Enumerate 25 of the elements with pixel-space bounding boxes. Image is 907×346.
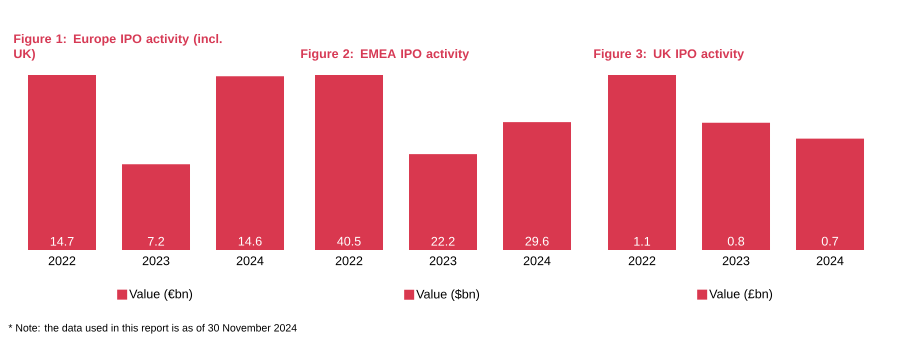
data-label: 0.8 bbox=[728, 236, 744, 246]
x-tick-label: 2023 bbox=[430, 256, 456, 266]
x-tick-label: 2024 bbox=[816, 256, 844, 266]
data-label: 14.7 bbox=[50, 237, 74, 246]
legend-label: Value (€bn) bbox=[129, 289, 192, 301]
x-tick-label: 2023 bbox=[142, 256, 170, 266]
x-tick-label: 2022 bbox=[48, 256, 76, 266]
text: * Note: the data used in this report is as of 30 November 2024 bbox=[8, 324, 297, 334]
data-label: 40.5 bbox=[337, 236, 361, 246]
data-label: 29.6 bbox=[525, 236, 549, 246]
x-tick-label: 2024 bbox=[236, 256, 264, 266]
x-tick-label: 2023 bbox=[722, 256, 750, 266]
data-label: 0.7 bbox=[822, 236, 838, 246]
data-label: 22.2 bbox=[431, 236, 455, 246]
x-tick-label: 2024 bbox=[524, 256, 551, 266]
chart-title: Figure 1: Europe IPO activity (incl. UK) bbox=[14, 34, 222, 61]
legend-label: Value (£bn) bbox=[709, 289, 772, 301]
x-tick-label: 2022 bbox=[336, 256, 362, 266]
chart-title: Figure 2: EMEA IPO activity bbox=[301, 48, 470, 61]
data-label: 14.6 bbox=[238, 236, 262, 246]
data-label: 7.2 bbox=[148, 236, 164, 246]
x-tick-label: 2022 bbox=[628, 256, 656, 266]
chart-title: Figure 3: UK IPO activity bbox=[594, 48, 744, 61]
data-label: 1.1 bbox=[634, 237, 650, 246]
legend-label: Value ($bn) bbox=[416, 289, 480, 302]
